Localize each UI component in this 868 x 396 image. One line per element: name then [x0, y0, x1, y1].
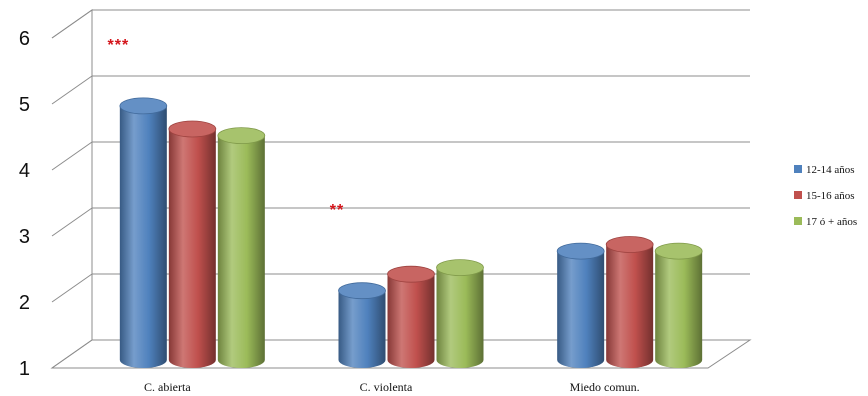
- bars: [119, 97, 703, 368]
- y-tick-label: 5: [19, 94, 30, 116]
- significance-label: ***: [107, 37, 129, 54]
- legend-label: 17 ó + años: [806, 216, 857, 228]
- annotations: *****: [107, 37, 344, 219]
- legend-item: 17 ó + años: [794, 216, 857, 228]
- bar-body: [168, 129, 216, 368]
- floor: [50, 339, 752, 369]
- legend-swatch: [794, 217, 802, 225]
- bar-body: [557, 251, 605, 368]
- y-tick-label: 4: [19, 160, 30, 182]
- significance-label: **: [330, 202, 344, 219]
- y-tick-label: 2: [19, 292, 30, 314]
- legend-label: 15-16 años: [806, 190, 855, 202]
- legend-item: 15-16 años: [794, 190, 855, 202]
- bar: [605, 236, 654, 368]
- gridline-diagonal: [51, 207, 93, 237]
- bar-top: [556, 242, 605, 260]
- gridline-diagonal: [51, 9, 93, 39]
- bar-body: [606, 244, 654, 368]
- bar: [119, 97, 168, 368]
- y-tick-label: 1: [19, 358, 30, 380]
- bar-body: [387, 274, 435, 368]
- side-wall: [51, 9, 93, 369]
- bar: [654, 242, 703, 368]
- bar-body: [217, 135, 265, 368]
- bar: [556, 242, 605, 368]
- bar-top: [338, 282, 386, 300]
- bar: [168, 120, 217, 368]
- bar-top: [217, 127, 266, 145]
- x-tick-label: C. abierta: [144, 380, 191, 394]
- bar-top: [605, 236, 654, 253]
- x-axis: C. abierta C. violenta Miedo comun.: [144, 380, 640, 394]
- y-tick-label: 6: [19, 28, 30, 50]
- bar-body: [119, 105, 167, 368]
- y-tick-label: 3: [19, 226, 30, 248]
- gridline-diagonal: [51, 273, 93, 303]
- bar-top: [387, 265, 435, 283]
- bar-top: [436, 259, 484, 277]
- legend-swatch: [794, 191, 802, 199]
- bar-top: [119, 97, 168, 115]
- bar: [387, 265, 435, 368]
- gridline-diagonal: [51, 75, 93, 105]
- bar-top: [654, 242, 703, 260]
- bar: [338, 282, 386, 368]
- y-axis: 1 2 3 4 5 6: [19, 28, 30, 380]
- x-tick-label: Miedo comun.: [570, 380, 640, 394]
- legend: 12-14 años 15-16 años 17 ó + años: [794, 164, 857, 228]
- legend-swatch: [794, 165, 802, 173]
- bar-body: [338, 290, 386, 368]
- bar: [436, 259, 484, 368]
- bar-body: [436, 267, 484, 368]
- bar-top: [168, 120, 217, 138]
- bar: [217, 127, 266, 368]
- legend-item: 12-14 años: [794, 164, 855, 176]
- legend-label: 12-14 años: [806, 164, 855, 176]
- gridline-diagonal: [51, 141, 93, 171]
- x-tick-label: C. violenta: [360, 380, 413, 394]
- bar-body: [655, 251, 703, 368]
